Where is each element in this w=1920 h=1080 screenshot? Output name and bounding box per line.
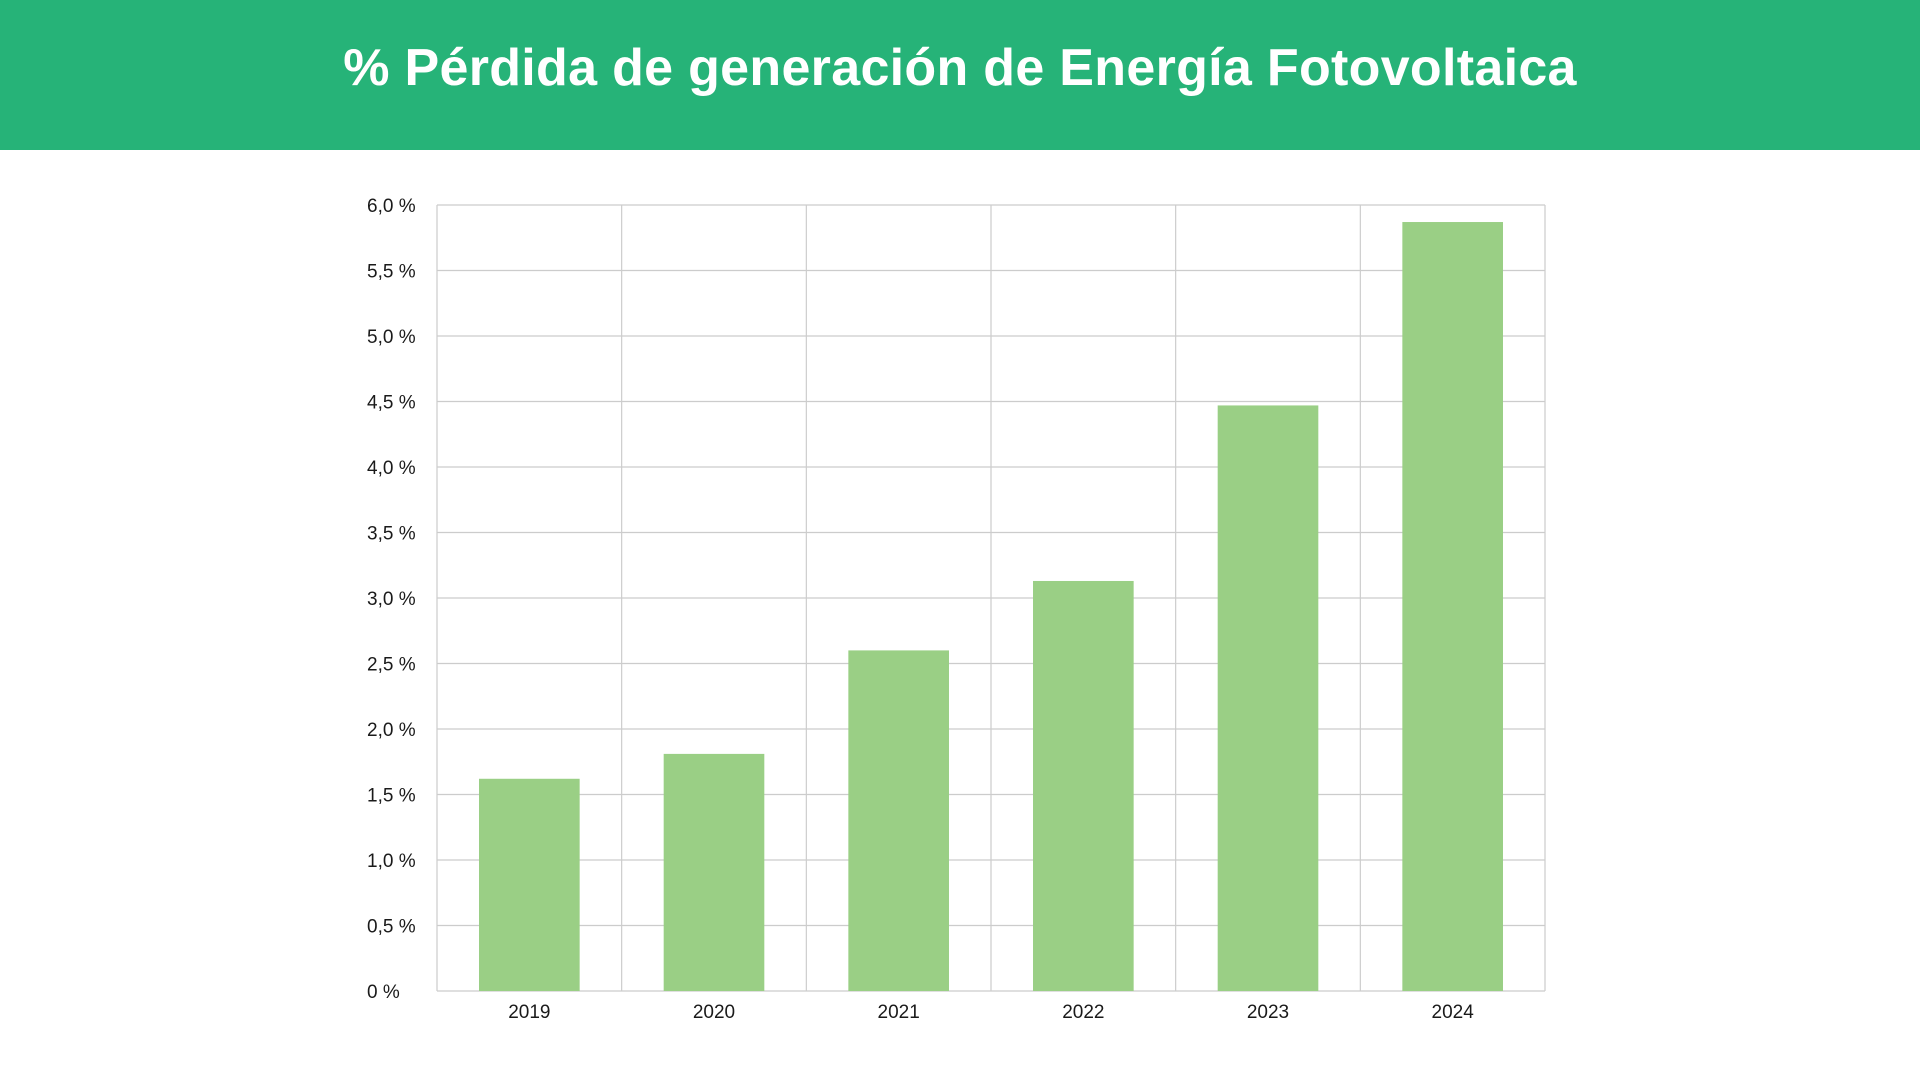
grid <box>436 204 1546 992</box>
chart-area: 0 % 0,5 % 1,0 % 1,5 % 2,0 % 2,5 % 3,0 % 3,5 % 4,… <box>0 150 1920 1080</box>
x-axis-ticks: 2019 2020 2021 2022 2023 2024 <box>508 1002 1474 1023</box>
bar-chart: 0 % 0,5 % 1,0 % 1,5 % 2,0 % 2,5 % 3,0 % 3,5 % 4,… <box>367 196 1546 1023</box>
chart-title: % Pérdida de generación de Energía Fotov… <box>343 39 1577 97</box>
x-tick-label: 2023 <box>1247 1002 1289 1023</box>
y-tick-label: 6,0 % <box>367 196 416 217</box>
y-tick-label: 2,5 % <box>367 655 416 676</box>
x-tick-label: 2020 <box>693 1002 735 1023</box>
title-banner: % Pérdida de generación de Energía Fotov… <box>0 0 1920 150</box>
x-tick-label: 2019 <box>508 1002 550 1023</box>
x-tick-label: 2021 <box>878 1002 920 1023</box>
x-tick-label: 2024 <box>1432 1002 1475 1023</box>
y-axis-ticks: 0 % 0,5 % 1,0 % 1,5 % 2,0 % 2,5 % 3,0 % 3,5 % 4,… <box>367 196 416 1003</box>
y-tick-label: 4,0 % <box>367 458 416 479</box>
y-tick-label: 0 % <box>367 982 400 1003</box>
y-tick-label: 5,0 % <box>367 327 416 348</box>
bar-2024 <box>1402 222 1503 991</box>
y-tick-label: 3,5 % <box>367 524 416 545</box>
bar-2021 <box>848 650 949 991</box>
bar-2019 <box>479 778 580 991</box>
x-tick-label: 2022 <box>1062 1002 1104 1023</box>
y-tick-label: 1,0 % <box>367 851 416 872</box>
y-tick-label: 1,5 % <box>367 786 416 807</box>
y-tick-label: 4,5 % <box>367 393 416 414</box>
bar-2023 <box>1217 405 1319 991</box>
bar-2022 <box>1033 580 1134 991</box>
y-tick-label: 5,5 % <box>367 262 416 283</box>
y-tick-label: 0,5 % <box>367 917 416 938</box>
bar-2020 <box>663 753 765 991</box>
y-tick-label: 3,0 % <box>367 589 416 610</box>
bars <box>479 222 1503 991</box>
y-tick-label: 2,0 % <box>367 720 416 741</box>
